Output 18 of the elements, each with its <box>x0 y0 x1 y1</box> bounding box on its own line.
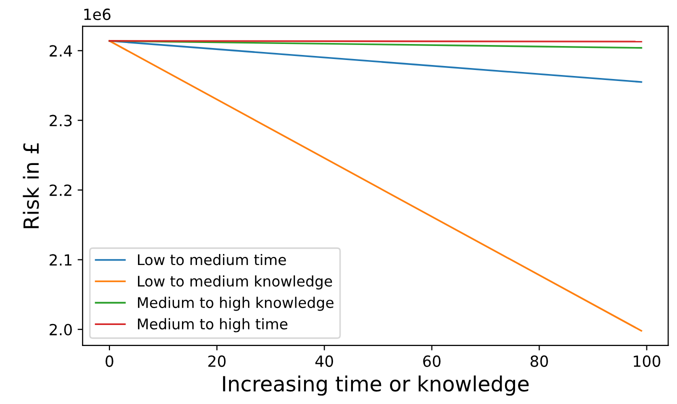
text: 1e6 <box>84 8 110 20</box>
x-tick-label: 0 <box>106 355 114 367</box>
x-tick-label: 80 <box>530 355 548 367</box>
legend-label: Low to medium knowledge <box>138 275 332 290</box>
legend-label: Medium to high knowledge <box>138 296 334 311</box>
x-tick-label: 40 <box>315 355 334 367</box>
legend-label: Medium to high time <box>138 318 288 332</box>
y-tick-label: 2.2 <box>50 184 72 196</box>
y-tick-label: 2.1 <box>50 254 72 266</box>
y-axis-title: Risk in £ <box>22 143 39 228</box>
legend-label: Low to medium time <box>138 254 286 266</box>
x-axis-title: Increasing time or knowledge <box>223 375 529 396</box>
y-tick-label: 2.3 <box>50 114 72 126</box>
y-tick-label: 2.0 <box>50 324 72 336</box>
y-tick-label: 2.4 <box>50 45 72 56</box>
x-tick-label: 20 <box>208 355 226 367</box>
x-tick-label: 100 <box>634 355 660 367</box>
x-tick-label: 60 <box>423 355 441 367</box>
